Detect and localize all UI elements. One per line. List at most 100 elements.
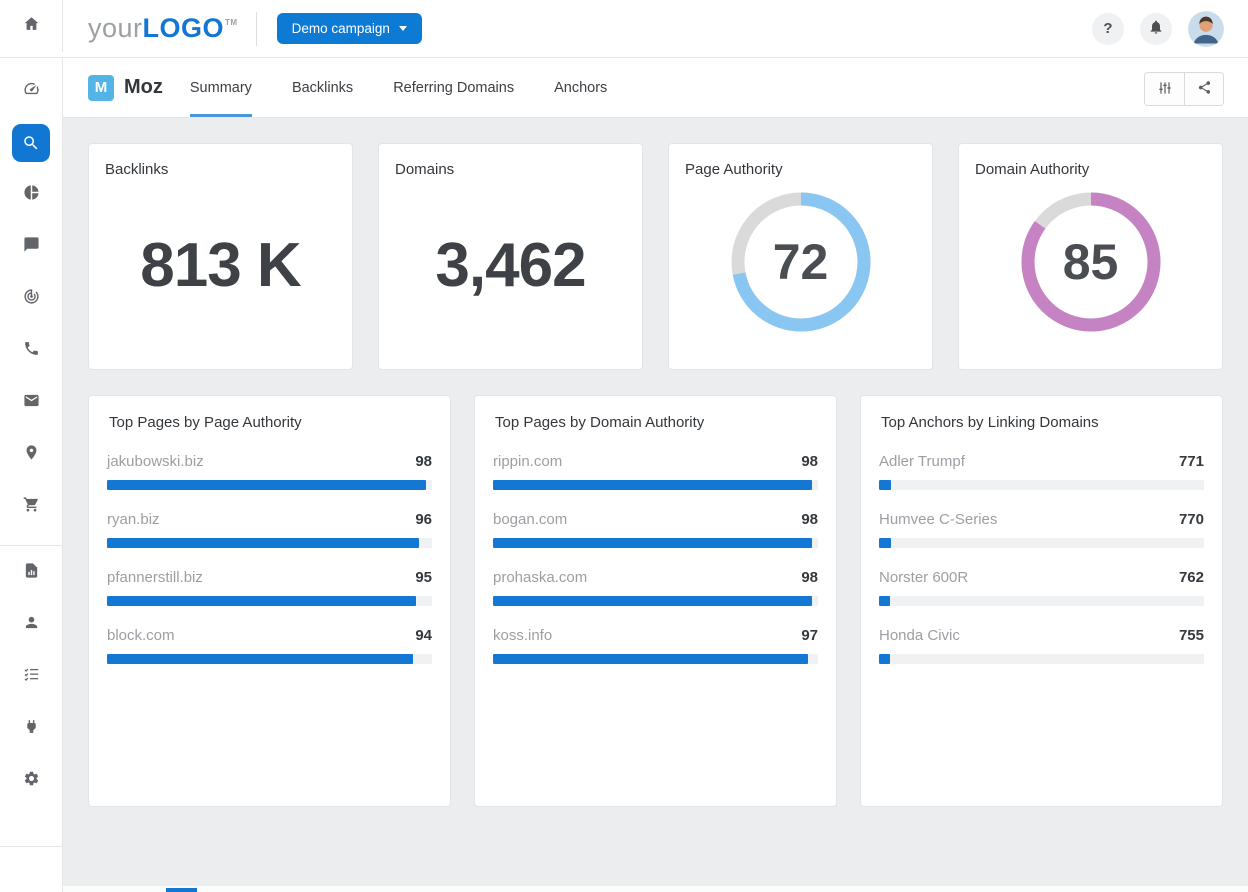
list-title: Top Anchors by Linking Domains — [879, 414, 1204, 431]
list-item: rippin.com 98 — [493, 453, 818, 490]
app-root: yourLOGOTM Demo campaign ? — [0, 0, 1248, 892]
sidebar-item-ecommerce[interactable] — [0, 481, 63, 533]
item-value: 95 — [415, 569, 432, 586]
moz-tabs: Summary Backlinks Referring Domains Anch… — [190, 58, 647, 117]
stat-title: Backlinks — [105, 161, 336, 178]
tab-referring-domains[interactable]: Referring Domains — [393, 58, 514, 117]
list-item: Adler Trumpf771 — [879, 453, 1204, 490]
sidebar-item-search-active[interactable] — [0, 117, 63, 169]
sidebar-item-home[interactable] — [0, 0, 63, 52]
chevron-down-icon — [399, 26, 407, 31]
logo-text-logo: LOGO — [143, 13, 225, 44]
item-label: pfannerstill.biz — [107, 569, 203, 586]
list-item: prohaska.com98 — [493, 569, 818, 606]
footer-accent-fragment — [166, 888, 197, 892]
list-card-top-anchors: Top Anchors by Linking Domains Adler Tru… — [860, 395, 1223, 807]
sidebar-item-integrations[interactable] — [0, 703, 63, 755]
item-value: 98 — [801, 453, 818, 470]
item-label: ryan.biz — [107, 511, 160, 528]
bar-fill — [493, 480, 812, 490]
sidebar-item-dashboard[interactable] — [0, 65, 63, 117]
phone-icon — [23, 340, 40, 362]
sidebar-item-calls[interactable] — [0, 325, 63, 377]
bar-track — [493, 654, 818, 664]
bar-track — [107, 596, 432, 606]
tab-backlinks[interactable]: Backlinks — [292, 58, 353, 117]
plug-icon — [23, 718, 40, 740]
target-icon — [23, 288, 40, 310]
tab-anchors[interactable]: Anchors — [554, 58, 607, 117]
sidebar-item-tasks[interactable] — [0, 651, 63, 703]
bar-track — [879, 654, 1204, 664]
list-item: koss.info 97 — [493, 627, 818, 664]
donut-value: 72 — [725, 186, 877, 338]
item-value: 98 — [415, 453, 432, 470]
sidebar-item-local[interactable] — [0, 429, 63, 481]
search-icon — [12, 124, 50, 162]
content-footer-strip — [63, 886, 1248, 892]
bar-track — [107, 654, 432, 664]
stat-value: 3,462 — [435, 230, 585, 301]
item-value: 98 — [801, 511, 818, 528]
share-button[interactable] — [1184, 73, 1223, 105]
sidebar-item-reports[interactable] — [0, 547, 63, 599]
item-value: 98 — [801, 569, 818, 586]
sidebar-item-seo-target[interactable] — [0, 273, 63, 325]
bar-track — [493, 480, 818, 490]
item-value: 97 — [801, 627, 818, 644]
filter-settings-button[interactable] — [1145, 73, 1184, 105]
sidebar-nav — [0, 58, 63, 892]
checklist-icon — [23, 666, 40, 688]
item-label: Humvee C-Series — [879, 511, 997, 528]
donut-value: 85 — [1015, 186, 1167, 338]
item-label: Adler Trumpf — [879, 453, 965, 470]
bar-fill — [107, 538, 419, 548]
stat-card-domain-authority: Domain Authority 85 — [958, 143, 1223, 370]
item-value: 755 — [1179, 627, 1204, 644]
sidebar-item-analytics[interactable] — [0, 169, 63, 221]
location-pin-icon — [23, 444, 40, 466]
top-header: yourLOGOTM Demo campaign ? — [0, 0, 1248, 58]
tab-summary[interactable]: Summary — [190, 58, 252, 117]
item-label: rippin.com — [493, 453, 562, 470]
bar-fill — [879, 480, 891, 490]
user-icon — [23, 614, 40, 636]
sidebar-divider-bottom — [0, 846, 63, 847]
list-item: Norster 600R 762 — [879, 569, 1204, 606]
stat-card-backlinks: Backlinks 813 K — [88, 143, 353, 370]
bar-fill — [879, 538, 891, 548]
item-label: Honda Civic — [879, 627, 960, 644]
notifications-button[interactable] — [1140, 13, 1172, 45]
list-item: jakubowski.biz 98 — [107, 453, 432, 490]
item-value: 94 — [415, 627, 432, 644]
list-item: ryan.biz 96 — [107, 511, 432, 548]
user-avatar[interactable] — [1188, 11, 1224, 47]
bar-fill — [107, 596, 416, 606]
sliders-icon — [1157, 80, 1173, 99]
sidebar-item-users[interactable] — [0, 599, 63, 651]
bar-fill — [107, 654, 413, 664]
item-value: 762 — [1179, 569, 1204, 586]
item-label: Norster 600R — [879, 569, 968, 586]
chat-bubble-icon — [23, 236, 40, 258]
sidebar-item-chat[interactable] — [0, 221, 63, 273]
bar-fill — [493, 538, 812, 548]
sidebar-item-settings[interactable] — [0, 755, 63, 807]
moz-brand: M Moz — [88, 58, 163, 117]
share-icon — [1197, 80, 1212, 98]
bell-icon — [1148, 19, 1164, 39]
header-actions: ? — [1092, 11, 1248, 47]
dashboard-content: Backlinks 813 K Domains 3,462 Page Autho… — [63, 118, 1248, 892]
item-label: koss.info — [493, 627, 552, 644]
item-value: 96 — [415, 511, 432, 528]
brand-logo: yourLOGOTM — [88, 13, 238, 44]
bar-track — [493, 596, 818, 606]
shopping-cart-icon — [23, 496, 40, 518]
home-icon — [23, 15, 40, 37]
help-button[interactable]: ? — [1092, 13, 1124, 45]
item-label: jakubowski.biz — [107, 453, 204, 470]
logo-trademark: TM — [225, 18, 238, 27]
report-document-icon — [23, 562, 40, 584]
sidebar-item-email[interactable] — [0, 377, 63, 429]
campaign-selector-button[interactable]: Demo campaign — [277, 13, 422, 44]
